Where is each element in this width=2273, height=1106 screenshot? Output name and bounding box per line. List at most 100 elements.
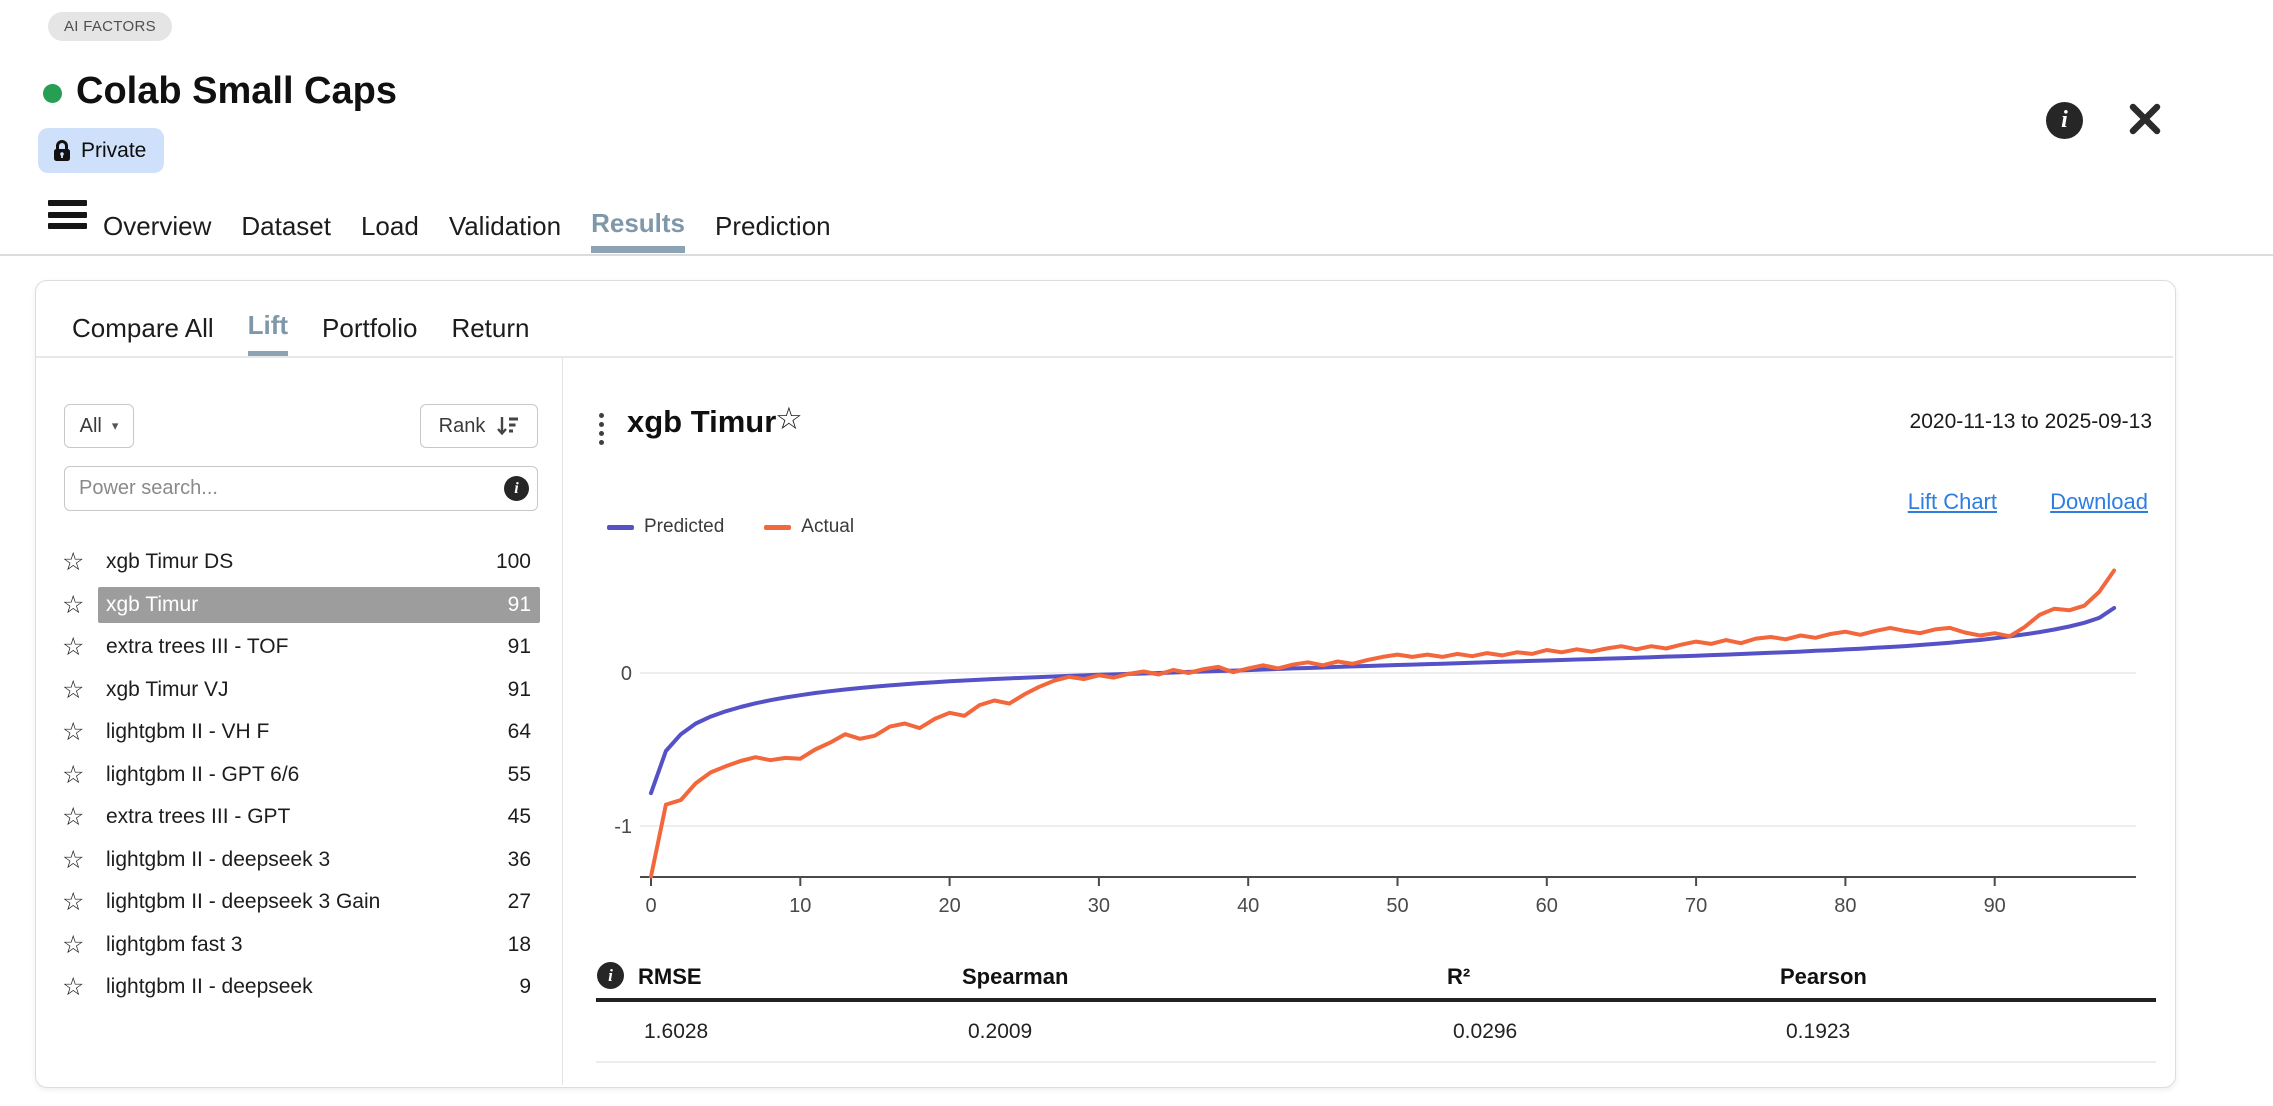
results-subtab-bar: Compare All Lift Portfolio Return bbox=[72, 294, 529, 357]
download-link[interactable]: Download bbox=[2050, 489, 2148, 514]
favorite-star-icon[interactable]: ☆ bbox=[775, 401, 803, 436]
model-row[interactable]: ☆ xgb Timur DS 100 bbox=[62, 541, 540, 584]
sort-button-label: Rank bbox=[438, 414, 486, 437]
favorite-star-icon[interactable]: ☆ bbox=[62, 675, 85, 704]
metric-header: Spearman bbox=[962, 964, 1069, 989]
lift-chart: 0 -1 0 10 20 30 40 50 60 70 80 90 bbox=[614, 568, 2136, 917]
model-name: lightgbm II - deepseek bbox=[106, 975, 313, 999]
page-title: Colab Small Caps bbox=[76, 70, 397, 112]
metric-value: 0.1923 bbox=[1786, 1019, 1851, 1043]
subtab-portfolio[interactable]: Portfolio bbox=[322, 313, 418, 343]
x-axis-label: 70 bbox=[1685, 895, 1707, 917]
model-row[interactable]: ☆ lightgbm II - deepseek 9 bbox=[62, 966, 540, 1009]
model-row[interactable]: ☆ xgb Timur 91 bbox=[62, 584, 540, 627]
tab-dataset[interactable]: Dataset bbox=[241, 211, 331, 241]
x-axis-label: 30 bbox=[1088, 895, 1110, 917]
metric-header: R² bbox=[1447, 964, 1471, 989]
subtab-return[interactable]: Return bbox=[451, 313, 530, 343]
x-axis-label: 80 bbox=[1834, 895, 1856, 917]
model-row[interactable]: ☆ lightgbm II - deepseek 3 Gain 27 bbox=[62, 881, 540, 924]
metric-header: Pearson bbox=[1780, 964, 1867, 989]
filter-dropdown-label: All bbox=[79, 414, 102, 437]
x-axis-label: 60 bbox=[1536, 895, 1558, 917]
x-axis-label: 40 bbox=[1237, 895, 1259, 917]
status-dot bbox=[43, 84, 62, 103]
search-input[interactable] bbox=[64, 466, 538, 511]
menu-icon[interactable] bbox=[48, 200, 87, 229]
model-row[interactable]: ☆ lightgbm fast 3 18 bbox=[62, 924, 540, 967]
model-score: 91 bbox=[507, 635, 531, 659]
legend-item-predicted[interactable]: Predicted bbox=[607, 516, 724, 538]
model-name: extra trees III - TOF bbox=[106, 635, 289, 659]
x-axis-label: 0 bbox=[645, 895, 656, 917]
series-line-actual bbox=[649, 568, 2117, 879]
x-axis-label: 50 bbox=[1386, 895, 1408, 917]
y-axis-label: -1 bbox=[614, 816, 632, 838]
series-line-predicted bbox=[649, 606, 2117, 796]
model-score: 18 bbox=[507, 932, 531, 956]
model-name: lightgbm fast 3 bbox=[106, 932, 243, 956]
favorite-star-icon[interactable]: ☆ bbox=[62, 718, 85, 747]
kebab-icon[interactable] bbox=[599, 413, 605, 445]
metric-value: 0.0296 bbox=[1453, 1019, 1518, 1043]
close-icon[interactable] bbox=[2127, 101, 2163, 142]
model-score: 9 bbox=[519, 975, 531, 999]
favorite-star-icon[interactable]: ☆ bbox=[62, 548, 85, 577]
model-score: 100 bbox=[495, 550, 531, 574]
favorite-star-icon[interactable]: ☆ bbox=[62, 973, 85, 1002]
sort-button[interactable]: Rank bbox=[420, 404, 538, 448]
model-row[interactable]: ☆ lightgbm II - deepseek 3 36 bbox=[62, 839, 540, 882]
metrics-value-row: 1.6028 0.2009 0.0296 0.1923 bbox=[596, 1002, 2156, 1063]
tab-load[interactable]: Load bbox=[360, 211, 419, 241]
model-row[interactable]: ☆ lightgbm II - GPT 6/6 55 bbox=[62, 754, 540, 797]
metric-value: 0.2009 bbox=[968, 1019, 1033, 1043]
chart-legend: Predicted Actual bbox=[607, 516, 854, 538]
subtab-divider bbox=[36, 356, 2173, 358]
model-name: xgb Timur DS bbox=[106, 550, 234, 574]
favorite-star-icon[interactable]: ☆ bbox=[62, 845, 85, 874]
subtab-compare-all[interactable]: Compare All bbox=[72, 313, 214, 343]
favorite-star-icon[interactable]: ☆ bbox=[62, 760, 85, 789]
metric-value: 1.6028 bbox=[644, 1019, 709, 1043]
legend-item-actual[interactable]: Actual bbox=[764, 516, 854, 538]
privacy-label: Private bbox=[81, 138, 147, 162]
model-score: 91 bbox=[507, 677, 531, 701]
favorite-star-icon[interactable]: ☆ bbox=[62, 633, 85, 662]
x-axis-label: 20 bbox=[938, 895, 960, 917]
search-box: i bbox=[64, 466, 538, 511]
model-score: 64 bbox=[507, 720, 531, 744]
model-name: extra trees III - GPT bbox=[106, 805, 291, 829]
tab-overview[interactable]: Overview bbox=[103, 211, 212, 241]
tab-results[interactable]: Results bbox=[591, 193, 685, 253]
favorite-star-icon[interactable]: ☆ bbox=[62, 888, 85, 917]
model-row[interactable]: ☆ extra trees III - TOF 91 bbox=[62, 626, 540, 669]
model-row[interactable]: ☆ lightgbm II - VH F 64 bbox=[62, 711, 540, 754]
lift-chart-link[interactable]: Lift Chart bbox=[1907, 489, 1997, 514]
legend-swatch bbox=[607, 524, 634, 530]
metrics-info-icon[interactable]: i bbox=[597, 962, 624, 989]
model-row[interactable]: ☆ xgb Timur VJ 91 bbox=[62, 669, 540, 712]
metrics-header-row: RMSE Spearman R² Pearson bbox=[596, 956, 2156, 1002]
model-name: xgb Timur bbox=[106, 592, 199, 616]
model-row[interactable]: ☆ extra trees III - GPT 45 bbox=[62, 796, 540, 839]
x-axis-label: 10 bbox=[789, 895, 811, 917]
search-info-icon[interactable]: i bbox=[504, 476, 529, 501]
model-name: xgb Timur VJ bbox=[106, 677, 229, 701]
info-icon[interactable]: i bbox=[2046, 102, 2083, 139]
tab-validation[interactable]: Validation bbox=[448, 211, 562, 241]
favorite-star-icon[interactable]: ☆ bbox=[62, 803, 85, 832]
model-score: 27 bbox=[507, 890, 531, 914]
selected-model-title: xgb Timur bbox=[627, 404, 777, 439]
x-axis-label: 90 bbox=[1984, 895, 2006, 917]
tab-prediction[interactable]: Prediction bbox=[715, 211, 831, 241]
date-range: 2020-11-13 to 2025-09-13 bbox=[1909, 410, 2152, 433]
filter-dropdown[interactable]: All ▾ bbox=[64, 404, 134, 448]
privacy-badge: Private bbox=[38, 128, 165, 173]
favorite-star-icon[interactable]: ☆ bbox=[62, 930, 85, 959]
model-score: 55 bbox=[507, 762, 531, 786]
panel-divider bbox=[562, 358, 563, 1085]
ai-factors-badge: AI FACTORS bbox=[48, 12, 172, 41]
model-name: lightgbm II - deepseek 3 Gain bbox=[106, 890, 381, 914]
subtab-lift[interactable]: Lift bbox=[247, 294, 289, 357]
favorite-star-icon[interactable]: ☆ bbox=[62, 590, 85, 619]
